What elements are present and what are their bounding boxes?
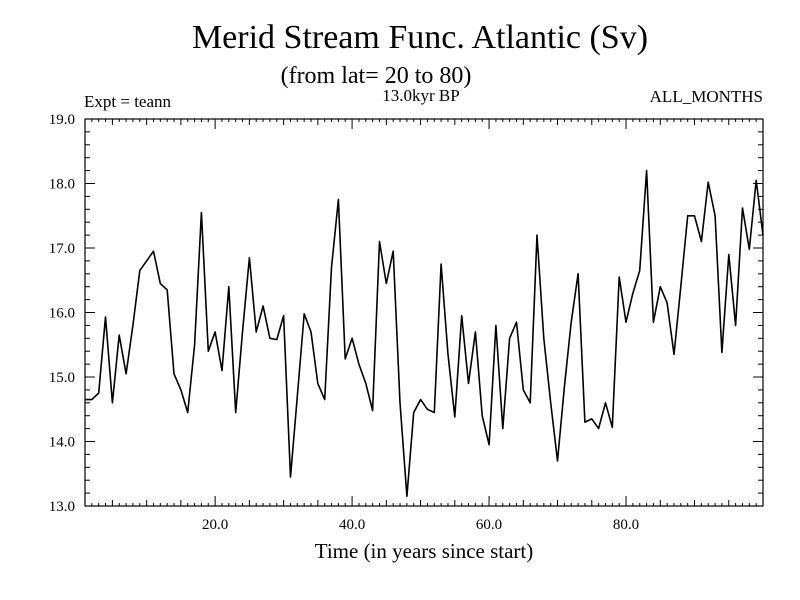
y-tick-label: 15.0 — [49, 370, 75, 386]
chart-title: Merid Stream Func. Atlantic (Sv) — [192, 19, 648, 56]
annotation-months: ALL_MONTHS — [650, 87, 763, 106]
y-tick-label: 19.0 — [49, 112, 75, 128]
y-tick-label: 17.0 — [49, 241, 75, 257]
annotation-experiment: Expt = teann — [84, 92, 172, 111]
y-tick-label: 14.0 — [49, 435, 75, 451]
x-tick-label: 80.0 — [613, 517, 639, 533]
x-tick-label: 60.0 — [476, 517, 502, 533]
y-tick-label: 13.0 — [49, 499, 75, 515]
y-tick-label: 18.0 — [49, 177, 75, 193]
x-tick-label: 20.0 — [202, 517, 228, 533]
annotation-period: 13.0kyr BP — [382, 86, 459, 105]
data-series-line — [85, 169, 764, 498]
y-tick-label: 16.0 — [49, 306, 75, 322]
axis-tick-labels: 20.0 40.0 60.0 80.0 13.0 14.0 15.0 16.0 17.0 18.0… — [49, 112, 639, 533]
x-tick-label: 40.0 — [339, 517, 365, 533]
x-axis-label: Time (in years since start) — [315, 539, 534, 563]
chart-subtitle: (from lat= 20 to 80) — [281, 63, 472, 89]
axis-ticks — [84, 118, 764, 507]
plot-frame — [84, 118, 764, 507]
